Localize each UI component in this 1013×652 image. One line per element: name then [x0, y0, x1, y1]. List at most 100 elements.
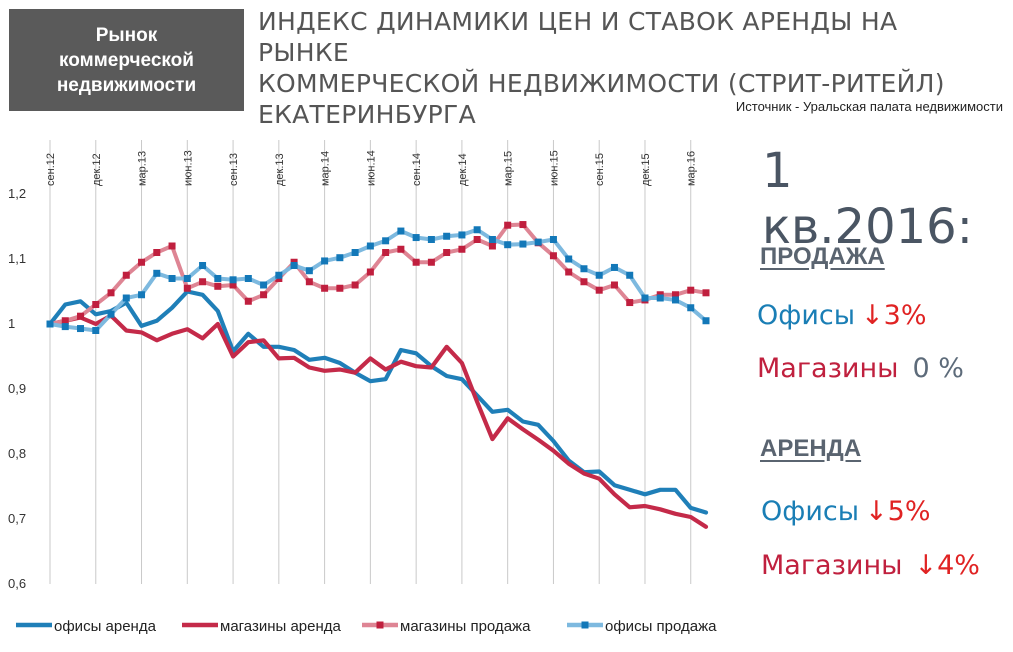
series-marker-4	[138, 291, 146, 299]
series-marker-3	[687, 286, 695, 294]
x-tick-label: июн.13	[182, 150, 194, 186]
legend-label: магазины продажа	[400, 618, 531, 635]
series-line-1	[47, 289, 709, 515]
x-tick-label: дек.14	[457, 153, 469, 186]
series-marker-3	[244, 297, 252, 305]
series-marker-3	[458, 245, 466, 253]
summary-headline: 1 кв.2016:	[762, 143, 973, 255]
series-marker-3	[366, 268, 374, 276]
series-line-2	[47, 313, 709, 529]
sale-shops-stat: Магазины 0 %	[757, 353, 964, 384]
series-marker-3	[92, 301, 100, 308]
series-marker-3	[443, 249, 451, 256]
series-marker-3	[671, 291, 679, 299]
series-marker-4	[687, 304, 695, 312]
legend-label: офисы аренда	[54, 618, 157, 635]
sale-offices-value: ↓3%	[861, 300, 927, 331]
x-tick-label: сен.14	[411, 153, 423, 186]
y-tick-label: 0,7	[8, 511, 26, 526]
series-marker-3	[153, 249, 161, 256]
index-line-chart: сен.12 дек.12 мар.13 июн.13 сен.13 дек.13 мар.…	[8, 140, 717, 635]
series-marker-4	[366, 242, 374, 250]
series-marker-4	[504, 241, 512, 249]
series-marker-4	[183, 275, 191, 282]
y-tick-label: 0,9	[8, 381, 26, 396]
x-tick-label: июн.14	[365, 150, 377, 186]
series-marker-4	[275, 271, 283, 279]
series-marker-4	[580, 265, 588, 273]
series-marker-4	[610, 263, 618, 271]
rent-shops-value: ↓4%	[914, 550, 980, 581]
series-marker-3	[168, 242, 176, 250]
section-badge: Рынок коммерческой недвижимости	[9, 9, 244, 111]
rent-offices-label: Офисы	[761, 496, 860, 527]
series-marker-3	[351, 281, 359, 289]
series-marker-4	[534, 238, 542, 246]
x-tick-label: мар.13	[137, 151, 149, 186]
series-marker-3	[122, 271, 130, 279]
series-marker-3	[382, 249, 390, 256]
x-tick-label: сен.13	[228, 153, 240, 186]
x-tick-label: сен.12	[45, 153, 57, 186]
series-marker-4	[626, 271, 634, 279]
series-marker-4	[61, 323, 69, 331]
series-marker-3	[519, 221, 527, 229]
series-marker-4	[397, 227, 405, 235]
rent-shops-label: Магазины	[761, 550, 903, 581]
series-marker-4	[382, 237, 390, 245]
rent-offices-value: ↓5%	[865, 496, 931, 527]
series-marker-4	[214, 275, 222, 282]
series-marker-4	[641, 294, 649, 302]
series-marker-3	[412, 258, 420, 266]
sale-section-title: ПРОДАЖА	[760, 243, 885, 270]
series-marker-4	[92, 327, 100, 334]
series-marker-4	[488, 236, 496, 243]
y-tick-label: 1,1	[8, 251, 26, 266]
series-marker-4	[427, 236, 435, 243]
series-marker-4	[290, 262, 298, 269]
x-tick-label: мар.15	[503, 151, 515, 186]
series-marker-3	[565, 268, 573, 276]
legend-label: магазины аренда	[220, 618, 342, 635]
x-tick-label: дек.12	[91, 153, 103, 186]
series-marker-4	[229, 276, 237, 284]
series-marker-4	[260, 281, 268, 289]
series-marker-4	[46, 320, 54, 328]
series-marker-3	[199, 278, 207, 286]
series-line-3	[48, 222, 708, 326]
legend-marker	[376, 621, 384, 629]
legend-marker	[581, 621, 589, 629]
series-marker-3	[488, 242, 496, 250]
series-marker-3	[504, 221, 512, 229]
series-marker-3	[138, 258, 146, 266]
series-marker-3	[397, 245, 405, 253]
y-tick-label: 1,2	[8, 186, 26, 201]
series-marker-3	[321, 284, 329, 292]
sale-shops-label: Магазины	[757, 353, 899, 384]
rent-shops-stat: Магазины ↓4%	[761, 550, 980, 581]
series-marker-4	[351, 249, 359, 256]
series-marker-4	[321, 257, 329, 265]
legend-label: офисы продажа	[605, 618, 717, 635]
series-marker-3	[580, 278, 588, 286]
series-marker-4	[549, 236, 557, 243]
series-marker-3	[214, 282, 222, 290]
series-marker-3	[61, 317, 69, 325]
x-tick-label: сен.15	[594, 153, 606, 186]
series-marker-4	[671, 296, 679, 304]
series-line-4	[48, 227, 708, 333]
series-marker-3	[702, 289, 710, 297]
series-marker-4	[305, 267, 313, 275]
y-tick-label: 0,6	[8, 576, 26, 591]
series-marker-3	[183, 284, 191, 292]
sale-offices-stat: Офисы ↓3%	[757, 300, 927, 331]
series-marker-3	[473, 236, 481, 243]
series-marker-4	[443, 232, 451, 240]
series-marker-3	[107, 289, 115, 297]
series-marker-3	[610, 281, 618, 289]
series-marker-3	[626, 299, 634, 307]
series-marker-3	[77, 312, 85, 320]
rent-section-title: АРЕНДА	[760, 435, 862, 462]
series-marker-3	[260, 291, 268, 299]
series-marker-4	[458, 231, 466, 239]
